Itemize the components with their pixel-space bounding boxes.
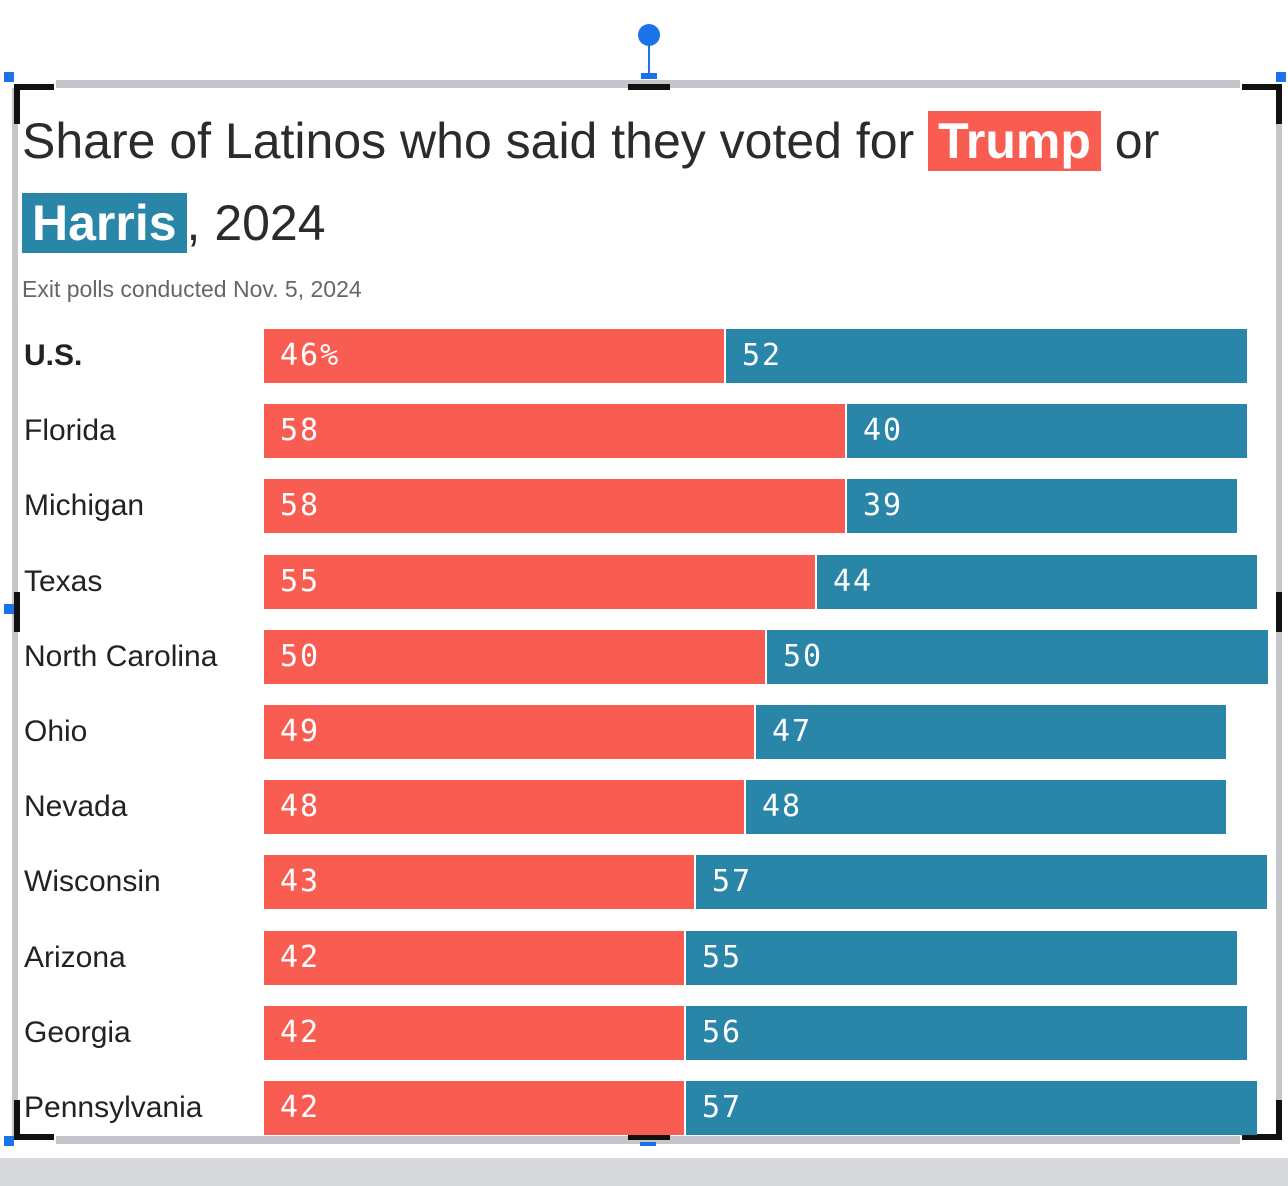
harris-value-label: 48 (762, 789, 803, 824)
trump-bar: 42 (264, 1081, 684, 1135)
category-label: Ohio (24, 715, 88, 748)
category-label: Georgia (24, 1016, 131, 1049)
crop-handle-top-middle[interactable] (628, 84, 670, 90)
frame-bottom-border (56, 1136, 1240, 1144)
title-harris-highlight: Harris (22, 193, 187, 253)
rotate-handle-base (641, 73, 657, 79)
trump-value-label: 46% (280, 338, 341, 373)
harris-bar: 55 (686, 931, 1237, 985)
harris-bar: 56 (686, 1006, 1247, 1060)
harris-bar: 48 (746, 780, 1226, 834)
harris-value-label: 44 (833, 564, 874, 599)
category-label: Texas (24, 565, 103, 598)
harris-value-label: 47 (772, 714, 813, 749)
harris-value-label: 56 (702, 1015, 743, 1050)
trump-bar: 43 (264, 855, 694, 909)
crop-handle-bottom-right-v[interactable] (1276, 1100, 1282, 1140)
trump-value-label: 42 (280, 1090, 321, 1125)
category-label: U.S. (24, 339, 83, 372)
harris-bar: 57 (686, 1081, 1257, 1135)
harris-value-label: 50 (783, 639, 824, 674)
harris-bar: 50 (767, 630, 1268, 684)
harris-bar: 57 (696, 855, 1267, 909)
trump-bar: 42 (264, 1006, 684, 1060)
crop-handle-top-right[interactable] (1242, 84, 1282, 90)
trump-bar: 42 (264, 931, 684, 985)
chart-subtitle: Exit polls conducted Nov. 5, 2024 (22, 276, 362, 302)
category-label: Nevada (24, 790, 128, 823)
trump-value-label: 42 (280, 940, 321, 975)
harris-bar: 40 (847, 404, 1247, 458)
harris-bar: 39 (847, 479, 1237, 533)
trump-value-label: 43 (280, 864, 321, 899)
trump-bar: 58 (264, 404, 845, 458)
crop-handle-left-middle[interactable] (14, 592, 20, 632)
resize-handle-top-right[interactable] (1276, 72, 1286, 82)
category-label: Florida (24, 414, 116, 447)
crop-handle-bottom-middle[interactable] (628, 1134, 670, 1140)
category-label: Michigan (24, 489, 145, 522)
harris-bar: 47 (756, 705, 1226, 759)
trump-value-label: 42 (280, 1015, 321, 1050)
trump-bar: 50 (264, 630, 765, 684)
trump-value-label: 50 (280, 639, 321, 674)
crop-handle-top-left-v[interactable] (14, 84, 20, 124)
trump-value-label: 58 (280, 488, 321, 523)
harris-value-label: 52 (742, 338, 783, 373)
crop-handle-top-right-v[interactable] (1276, 84, 1282, 124)
trump-bar: 46% (264, 329, 724, 383)
crop-handle-right-middle[interactable] (1276, 592, 1282, 632)
crop-handle-bottom-left-v[interactable] (14, 1100, 20, 1140)
trump-bar: 49 (264, 705, 754, 759)
harris-value-label: 39 (863, 488, 904, 523)
trump-bar: 58 (264, 479, 845, 533)
resize-handle-bottom-middle[interactable] (640, 1142, 656, 1146)
resize-handle-bottom-left[interactable] (4, 1136, 14, 1146)
category-label: Arizona (24, 941, 126, 974)
trump-value-label: 55 (280, 564, 321, 599)
harris-bar: 52 (726, 329, 1247, 383)
resize-handle-top-left[interactable] (4, 72, 14, 82)
trump-bar: 55 (264, 555, 815, 609)
title-text-or: or (1100, 113, 1160, 169)
title-trump-highlight: Trump (928, 111, 1101, 171)
trump-value-label: 49 (280, 714, 321, 749)
crop-handle-top-left[interactable] (14, 84, 54, 90)
trump-value-label: 48 (280, 789, 321, 824)
category-label: Wisconsin (24, 865, 161, 898)
harris-value-label: 57 (702, 1090, 743, 1125)
harris-value-label: 55 (702, 940, 743, 975)
crop-handle-bottom-left[interactable] (14, 1134, 54, 1140)
title-text-year: , 2024 (186, 195, 326, 251)
document-page-edge (0, 1158, 1288, 1186)
trump-bar: 48 (264, 780, 744, 834)
resize-handle-left-middle[interactable] (4, 604, 14, 614)
rotate-handle[interactable] (638, 24, 660, 46)
category-label: North Carolina (24, 640, 218, 673)
harris-bar: 44 (817, 555, 1257, 609)
trump-value-label: 58 (280, 413, 321, 448)
harris-value-label: 40 (863, 413, 904, 448)
chart-title: Share of Latinos who said they voted for… (22, 100, 1272, 264)
harris-value-label: 57 (712, 864, 753, 899)
crop-handle-bottom-right[interactable] (1242, 1134, 1282, 1140)
title-text-start: Share of Latinos who said they voted for (22, 113, 929, 169)
rotate-handle-stem (648, 44, 650, 76)
category-label: Pennsylvania (24, 1091, 203, 1124)
